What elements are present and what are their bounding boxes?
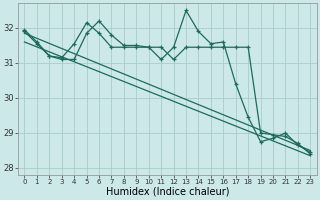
X-axis label: Humidex (Indice chaleur): Humidex (Indice chaleur)	[106, 187, 229, 197]
